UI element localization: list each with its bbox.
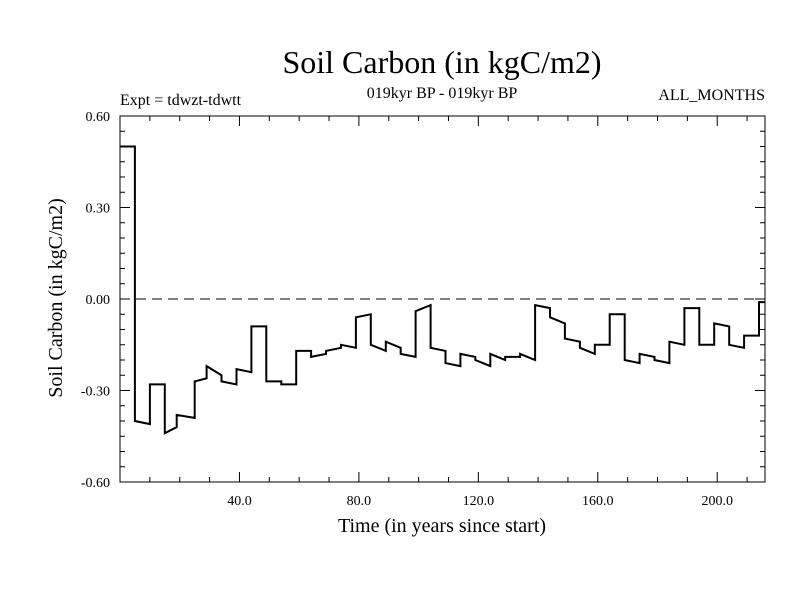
y-tick-label: -0.30 bbox=[81, 385, 110, 400]
y-tick-label: -0.60 bbox=[81, 476, 110, 491]
x-tick-label: 40.0 bbox=[227, 494, 252, 509]
months-annotation: ALL_MONTHS bbox=[658, 87, 765, 104]
axis-tick-labels: 40.0 80.0 120.0 160.0 200.0 0.60 0.30 0.00 -0.30… bbox=[81, 110, 733, 509]
experiment-annotation: Expt = tdwzt-tdwtt bbox=[120, 92, 242, 109]
chart-title: Soil Carbon (in kgC/m2) bbox=[282, 44, 601, 80]
x-tick-label: 200.0 bbox=[701, 494, 733, 509]
y-tick-label: 0.00 bbox=[86, 293, 111, 308]
x-tick-label: 80.0 bbox=[347, 494, 372, 509]
x-axis-label: Time (in years since start) bbox=[338, 515, 546, 537]
y-tick-label: 0.60 bbox=[86, 110, 111, 125]
y-axis-label: Soil Carbon (in kgC/m2) bbox=[45, 198, 67, 397]
plot-frame bbox=[119, 115, 766, 483]
y-tick-label: 0.30 bbox=[86, 202, 111, 217]
series-line bbox=[120, 145, 765, 435]
chart-subtitle: 019kyr BP - 019kyr BP bbox=[367, 85, 518, 102]
x-tick-label: 120.0 bbox=[463, 494, 495, 509]
x-tick-label: 160.0 bbox=[582, 494, 614, 509]
axis-ticks bbox=[120, 116, 765, 482]
